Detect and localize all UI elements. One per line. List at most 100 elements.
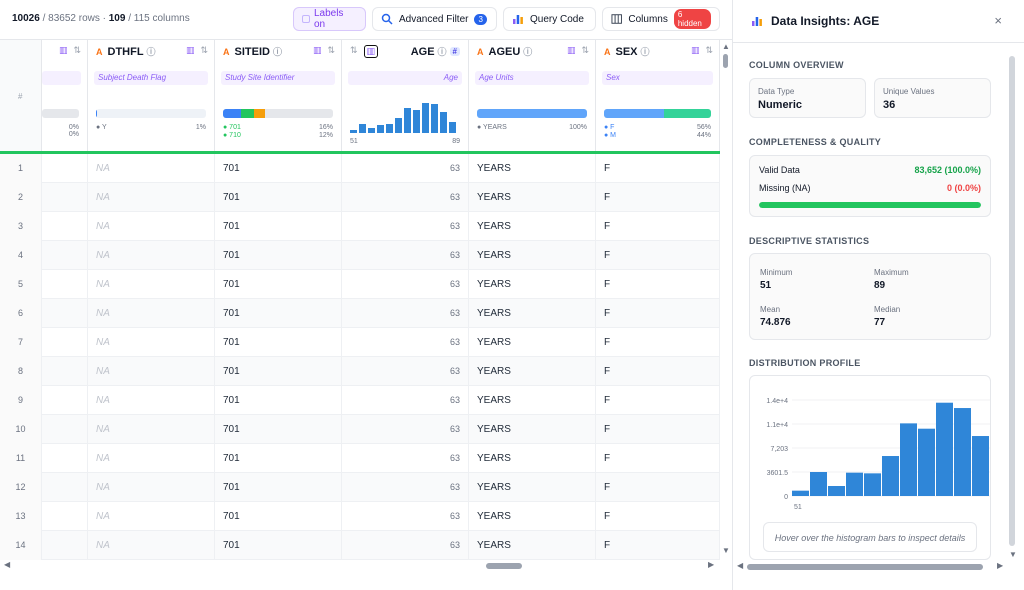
cell-siteid[interactable]: 701 [215, 415, 342, 444]
cell-dthfl[interactable]: NA [88, 444, 215, 473]
chart-icon[interactable]: ▥ [312, 45, 322, 55]
cell-age[interactable]: 63 [342, 154, 469, 183]
histogram-bar[interactable] [810, 472, 827, 496]
cell-ageu[interactable]: YEARS [469, 357, 596, 386]
partial-cell[interactable] [42, 183, 88, 212]
panel-horizontal-scroll-thumb[interactable] [747, 564, 983, 570]
horizontal-scrollbar[interactable]: ◀ ▶ [0, 560, 720, 572]
cell-ageu[interactable]: YEARS [469, 473, 596, 502]
cell-age[interactable]: 63 [342, 386, 469, 415]
cell-sex[interactable]: F [596, 270, 720, 299]
histogram-bar[interactable] [972, 436, 989, 496]
labels-toggle-button[interactable]: Labels on [293, 7, 366, 31]
cell-age[interactable]: 63 [342, 270, 469, 299]
cell-ageu[interactable]: YEARS [469, 531, 596, 560]
cell-age[interactable]: 63 [342, 502, 469, 531]
vertical-scroll-thumb[interactable] [723, 54, 728, 68]
chart-icon[interactable]: ▥ [566, 45, 576, 55]
vertical-scrollbar[interactable]: ▲ ▼ [720, 40, 732, 560]
cell-ageu[interactable]: YEARS [469, 212, 596, 241]
cell-ageu[interactable]: YEARS [469, 502, 596, 531]
cell-dthfl[interactable]: NA [88, 328, 215, 357]
cell-dthfl[interactable]: NA [88, 386, 215, 415]
cell-age[interactable]: 63 [342, 183, 469, 212]
cell-siteid[interactable]: 701 [215, 299, 342, 328]
scroll-down-icon[interactable]: ▼ [722, 546, 730, 555]
cell-age[interactable]: 63 [342, 241, 469, 270]
cell-sex[interactable]: F [596, 386, 720, 415]
cell-ageu[interactable]: YEARS [469, 183, 596, 212]
cell-dthfl[interactable]: NA [88, 415, 215, 444]
cell-siteid[interactable]: 701 [215, 357, 342, 386]
cell-age[interactable]: 63 [342, 357, 469, 386]
cell-dthfl[interactable]: NA [88, 212, 215, 241]
cell-dthfl[interactable]: NA [88, 154, 215, 183]
table-row[interactable]: 4 NA 701 63 YEARS F [0, 241, 720, 270]
table-row[interactable]: 13 NA 701 63 YEARS F [0, 502, 720, 531]
cell-dthfl[interactable]: NA [88, 270, 215, 299]
cell-sex[interactable]: F [596, 531, 720, 560]
table-row[interactable]: 6 NA 701 63 YEARS F [0, 299, 720, 328]
panel-scroll-down-icon[interactable]: ▼ [1009, 550, 1017, 559]
panel-scroll-left-icon[interactable]: ◀ [737, 561, 744, 570]
info-icon[interactable]: ⓘ [523, 47, 533, 57]
chart-icon-active[interactable]: ▥ [363, 45, 379, 58]
cell-dthfl[interactable]: NA [88, 241, 215, 270]
panel-vertical-scroll-thumb[interactable] [1009, 56, 1015, 546]
partial-cell[interactable] [42, 212, 88, 241]
cell-sex[interactable]: F [596, 183, 720, 212]
column-header-ageu[interactable]: A AGEU ⓘ ▥ ⇅ Age Units ● YEARS 100% [469, 40, 596, 151]
cell-siteid[interactable]: 701 [215, 386, 342, 415]
column-header-age[interactable]: ⇅ ▥ AGE ⓘ # Age 51 89 [342, 40, 469, 151]
cell-ageu[interactable]: YEARS [469, 328, 596, 357]
scroll-left-icon[interactable]: ◀ [4, 560, 11, 569]
info-icon[interactable]: ⓘ [272, 47, 282, 57]
cell-siteid[interactable]: 701 [215, 502, 342, 531]
sort-icon[interactable]: ⇅ [350, 45, 358, 55]
scroll-right-icon[interactable]: ▶ [708, 560, 715, 569]
table-row[interactable]: 7 NA 701 63 YEARS F [0, 328, 720, 357]
partial-cell[interactable] [42, 386, 88, 415]
column-header-sex[interactable]: A SEX ⓘ ▥ ⇅ Sex ● F ● M 56% 44% [596, 40, 720, 151]
partial-cell[interactable] [42, 415, 88, 444]
table-row[interactable]: 8 NA 701 63 YEARS F [0, 357, 720, 386]
cell-sex[interactable]: F [596, 299, 720, 328]
cell-ageu[interactable]: YEARS [469, 415, 596, 444]
table-row[interactable]: 12 NA 701 63 YEARS F [0, 473, 720, 502]
chart-icon[interactable]: ▥ [185, 45, 195, 55]
cell-sex[interactable]: F [596, 444, 720, 473]
histogram-bar[interactable] [828, 486, 845, 496]
histogram-bar[interactable] [936, 402, 953, 496]
cell-dthfl[interactable]: NA [88, 502, 215, 531]
cell-ageu[interactable]: YEARS [469, 241, 596, 270]
cell-dthfl[interactable]: NA [88, 183, 215, 212]
cell-sex[interactable]: F [596, 154, 720, 183]
cell-sex[interactable]: F [596, 415, 720, 444]
histogram-bar[interactable] [954, 408, 971, 496]
cell-ageu[interactable]: YEARS [469, 299, 596, 328]
cell-age[interactable]: 63 [342, 299, 469, 328]
cell-ageu[interactable]: YEARS [469, 270, 596, 299]
partial-cell[interactable] [42, 328, 88, 357]
cell-siteid[interactable]: 701 [215, 154, 342, 183]
cell-dthfl[interactable]: NA [88, 473, 215, 502]
cell-age[interactable]: 63 [342, 328, 469, 357]
cell-sex[interactable]: F [596, 328, 720, 357]
partial-cell[interactable] [42, 299, 88, 328]
partial-cell[interactable] [42, 473, 88, 502]
table-row[interactable]: 9 NA 701 63 YEARS F [0, 386, 720, 415]
table-row[interactable]: 14 NA 701 63 YEARS F [0, 531, 720, 560]
sort-icon[interactable]: ⇅ [705, 45, 713, 55]
cell-dthfl[interactable]: NA [88, 531, 215, 560]
histogram-bar[interactable] [792, 490, 809, 496]
cell-dthfl[interactable]: NA [88, 299, 215, 328]
cell-siteid[interactable]: 701 [215, 328, 342, 357]
table-row[interactable]: 1 NA 701 63 YEARS F [0, 154, 720, 183]
cell-siteid[interactable]: 701 [215, 531, 342, 560]
table-row[interactable]: 2 NA 701 63 YEARS F [0, 183, 720, 212]
cell-siteid[interactable]: 701 [215, 473, 342, 502]
cell-sex[interactable]: F [596, 473, 720, 502]
cell-siteid[interactable]: 701 [215, 444, 342, 473]
info-icon[interactable]: ⓘ [437, 47, 447, 57]
cell-sex[interactable]: F [596, 502, 720, 531]
